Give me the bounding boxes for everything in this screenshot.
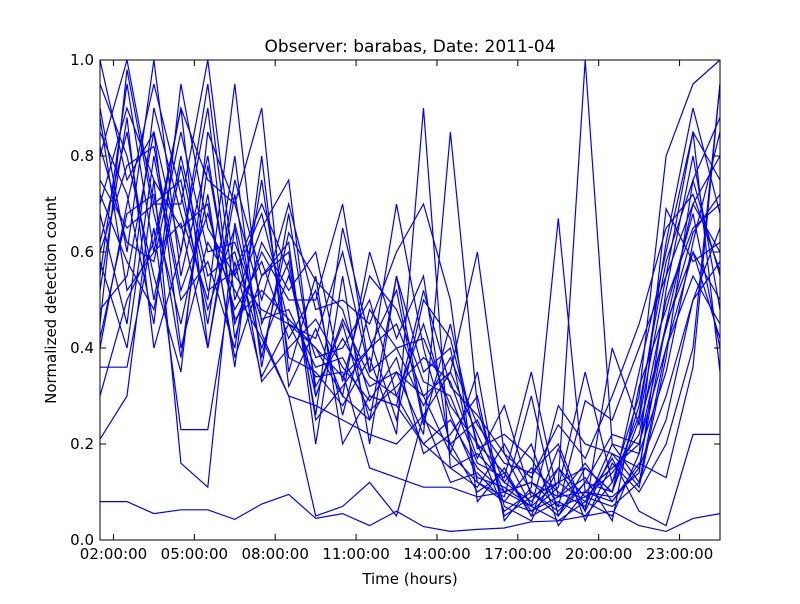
series-line-16 (99, 131, 721, 522)
x-tick-label: 08:00:00 (242, 545, 309, 563)
y-axis-label: Normalized detection count (42, 196, 60, 404)
x-tick-label: 23:00:00 (646, 545, 713, 563)
x-tick-label: 11:00:00 (322, 545, 389, 563)
series-line-12 (99, 107, 721, 518)
series-line-2 (99, 179, 720, 527)
series-line-11 (99, 83, 721, 518)
y-tick-label: 0.4 (70, 339, 94, 357)
series-line-24 (99, 117, 721, 479)
y-tick-label: 1.0 (70, 51, 94, 69)
y-tick-label: 0.2 (70, 435, 94, 453)
series-line-23 (99, 131, 721, 508)
series-line-8 (99, 131, 721, 513)
plot-lines (99, 59, 721, 533)
x-tick-label: 02:00:00 (80, 545, 147, 563)
series-line-14 (99, 83, 721, 523)
x-tick-label: 20:00:00 (565, 545, 632, 563)
series-line-19 (99, 69, 721, 523)
x-tick-label: 17:00:00 (484, 545, 551, 563)
series-line-4 (99, 59, 721, 512)
x-axis-label: Time (hours) (361, 570, 457, 588)
plot-frame (99, 59, 721, 541)
series-line-21 (99, 145, 721, 514)
x-tick-label: 14:00:00 (403, 545, 470, 563)
series-line-13 (99, 83, 721, 527)
series-line-20 (99, 59, 721, 498)
y-axis: 0.0 0.2 0.4 0.6 0.8 1.0 (70, 51, 720, 549)
series-line-1 (100, 493, 721, 533)
y-tick-label: 0.8 (70, 147, 94, 165)
y-tick-label: 0.6 (70, 243, 94, 261)
y-tick-label: 0.0 (70, 531, 94, 549)
chart-title: Observer: barabas, Date: 2011-04 (264, 37, 555, 57)
series-line-10 (99, 131, 721, 508)
x-axis: 02:00:00 05:00:00 08:00:00 11:00:00 14:00:00… (80, 60, 713, 563)
series-line-17 (99, 107, 721, 523)
x-tick-label: 05:00:00 (161, 545, 228, 563)
